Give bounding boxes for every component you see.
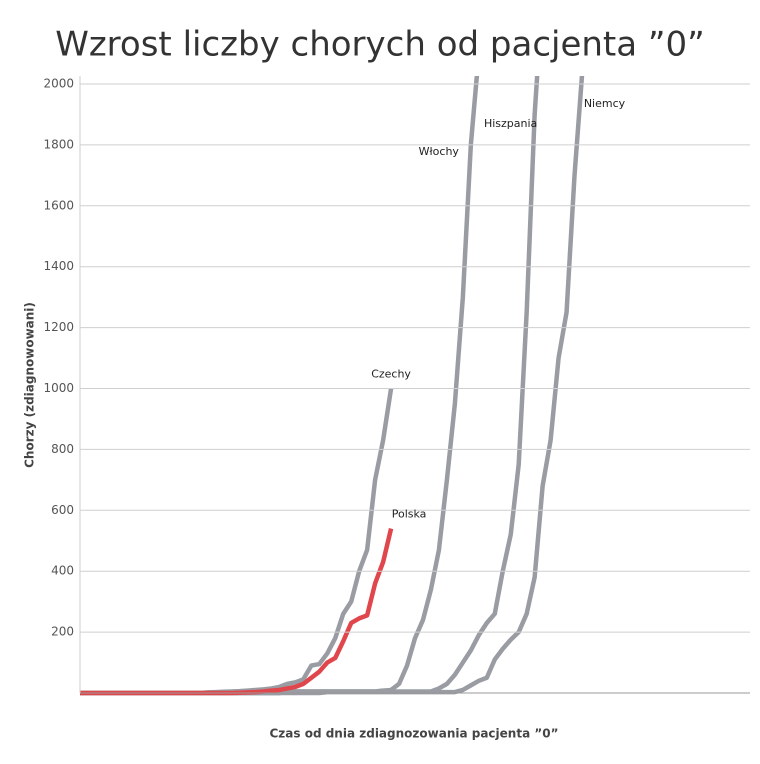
y-axis-label: Chorzy (zdiagnowowani) xyxy=(23,302,37,468)
series-label: Hiszpania xyxy=(484,117,537,130)
y-tick-label: 1600 xyxy=(43,198,74,212)
series-line xyxy=(80,388,394,696)
x-axis-label: Czas od dnia zdiagnozowania pacjenta ”0” xyxy=(270,727,559,741)
series-line xyxy=(80,76,585,696)
y-tick-label: 1400 xyxy=(43,259,74,273)
series-label: Niemcy xyxy=(584,97,626,110)
series-label: Czechy xyxy=(371,368,411,381)
y-tick-label: 1200 xyxy=(43,320,74,334)
y-tick-label: 1800 xyxy=(43,137,74,151)
y-tick-label: 400 xyxy=(51,564,74,578)
plot-area xyxy=(80,76,585,696)
y-tick-label: 600 xyxy=(51,503,74,517)
series-label: Polska xyxy=(392,508,427,521)
y-tick-label: 1000 xyxy=(43,381,74,395)
y-tick-label: 200 xyxy=(51,625,74,639)
series-label: Włochy xyxy=(419,145,460,158)
chart-title: Wzrost liczby chorych od pacjenta ”0” xyxy=(55,25,705,65)
y-tick-label: 800 xyxy=(51,442,74,456)
y-tick-label: 2000 xyxy=(43,77,74,91)
